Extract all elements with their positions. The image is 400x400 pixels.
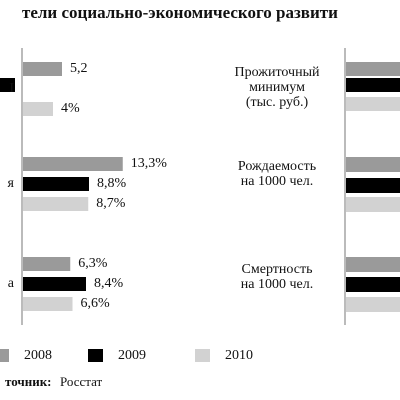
data-label: 8,8%: [97, 176, 127, 191]
right-bars: [346, 62, 400, 312]
bar: [23, 197, 89, 211]
cropped-bar: [346, 157, 400, 172]
bar: [23, 177, 89, 191]
legend-swatch: [195, 349, 210, 362]
cropped-bar: [346, 97, 400, 111]
cropped-bar: [0, 78, 15, 92]
data-label: 5,2: [70, 61, 88, 76]
label-line: Рождаемость: [238, 159, 316, 174]
source-label: точник:: [5, 374, 52, 389]
cropped-bar: [346, 78, 400, 92]
cropped-bar: [346, 62, 400, 76]
cropped-bar: [346, 197, 400, 212]
label-line: на 1000 чел.: [241, 277, 313, 292]
cropped-bar: [346, 297, 400, 312]
data-label: 4%: [61, 101, 80, 116]
data-label: 8,4%: [94, 276, 124, 291]
data-label: 6,6%: [81, 296, 111, 311]
bar: [23, 257, 71, 271]
cropped-bar: [346, 257, 400, 272]
bar: [23, 157, 123, 171]
bar: [23, 297, 73, 311]
label-line: Прожиточный: [235, 65, 320, 80]
legend-swatch: [88, 349, 103, 362]
data-label: 6,3%: [78, 256, 108, 271]
data-label: 13,3%: [131, 156, 168, 171]
source-text: Росстат: [60, 374, 103, 389]
category-label: Смертность на 1000 чел.: [241, 262, 313, 292]
bar: [23, 102, 53, 116]
label-line: (тыс. руб.): [246, 95, 309, 110]
legend-swatch: [0, 349, 9, 362]
legend-label: 2008: [24, 348, 52, 363]
legend-label: 2010: [225, 348, 253, 363]
chart-title: тели социально-экономического развити: [22, 3, 338, 22]
label-line: Смертность: [242, 262, 313, 277]
bar: [23, 62, 62, 76]
label-line: минимум: [249, 80, 305, 95]
data-label: 8,7%: [96, 196, 126, 211]
category-label: Прожиточный минимум (тыс. руб.): [235, 65, 320, 110]
cropped-bar: [346, 178, 400, 193]
category-label: Рождаемость на 1000 чел.: [238, 159, 316, 189]
category-label: I: [9, 81, 14, 96]
bar: [23, 277, 86, 291]
cropped-bar: [346, 277, 400, 292]
label-line: на 1000 чел.: [241, 174, 313, 189]
category-label: а: [8, 276, 15, 291]
category-label: я: [8, 176, 15, 191]
legend-label: 2009: [118, 348, 146, 363]
